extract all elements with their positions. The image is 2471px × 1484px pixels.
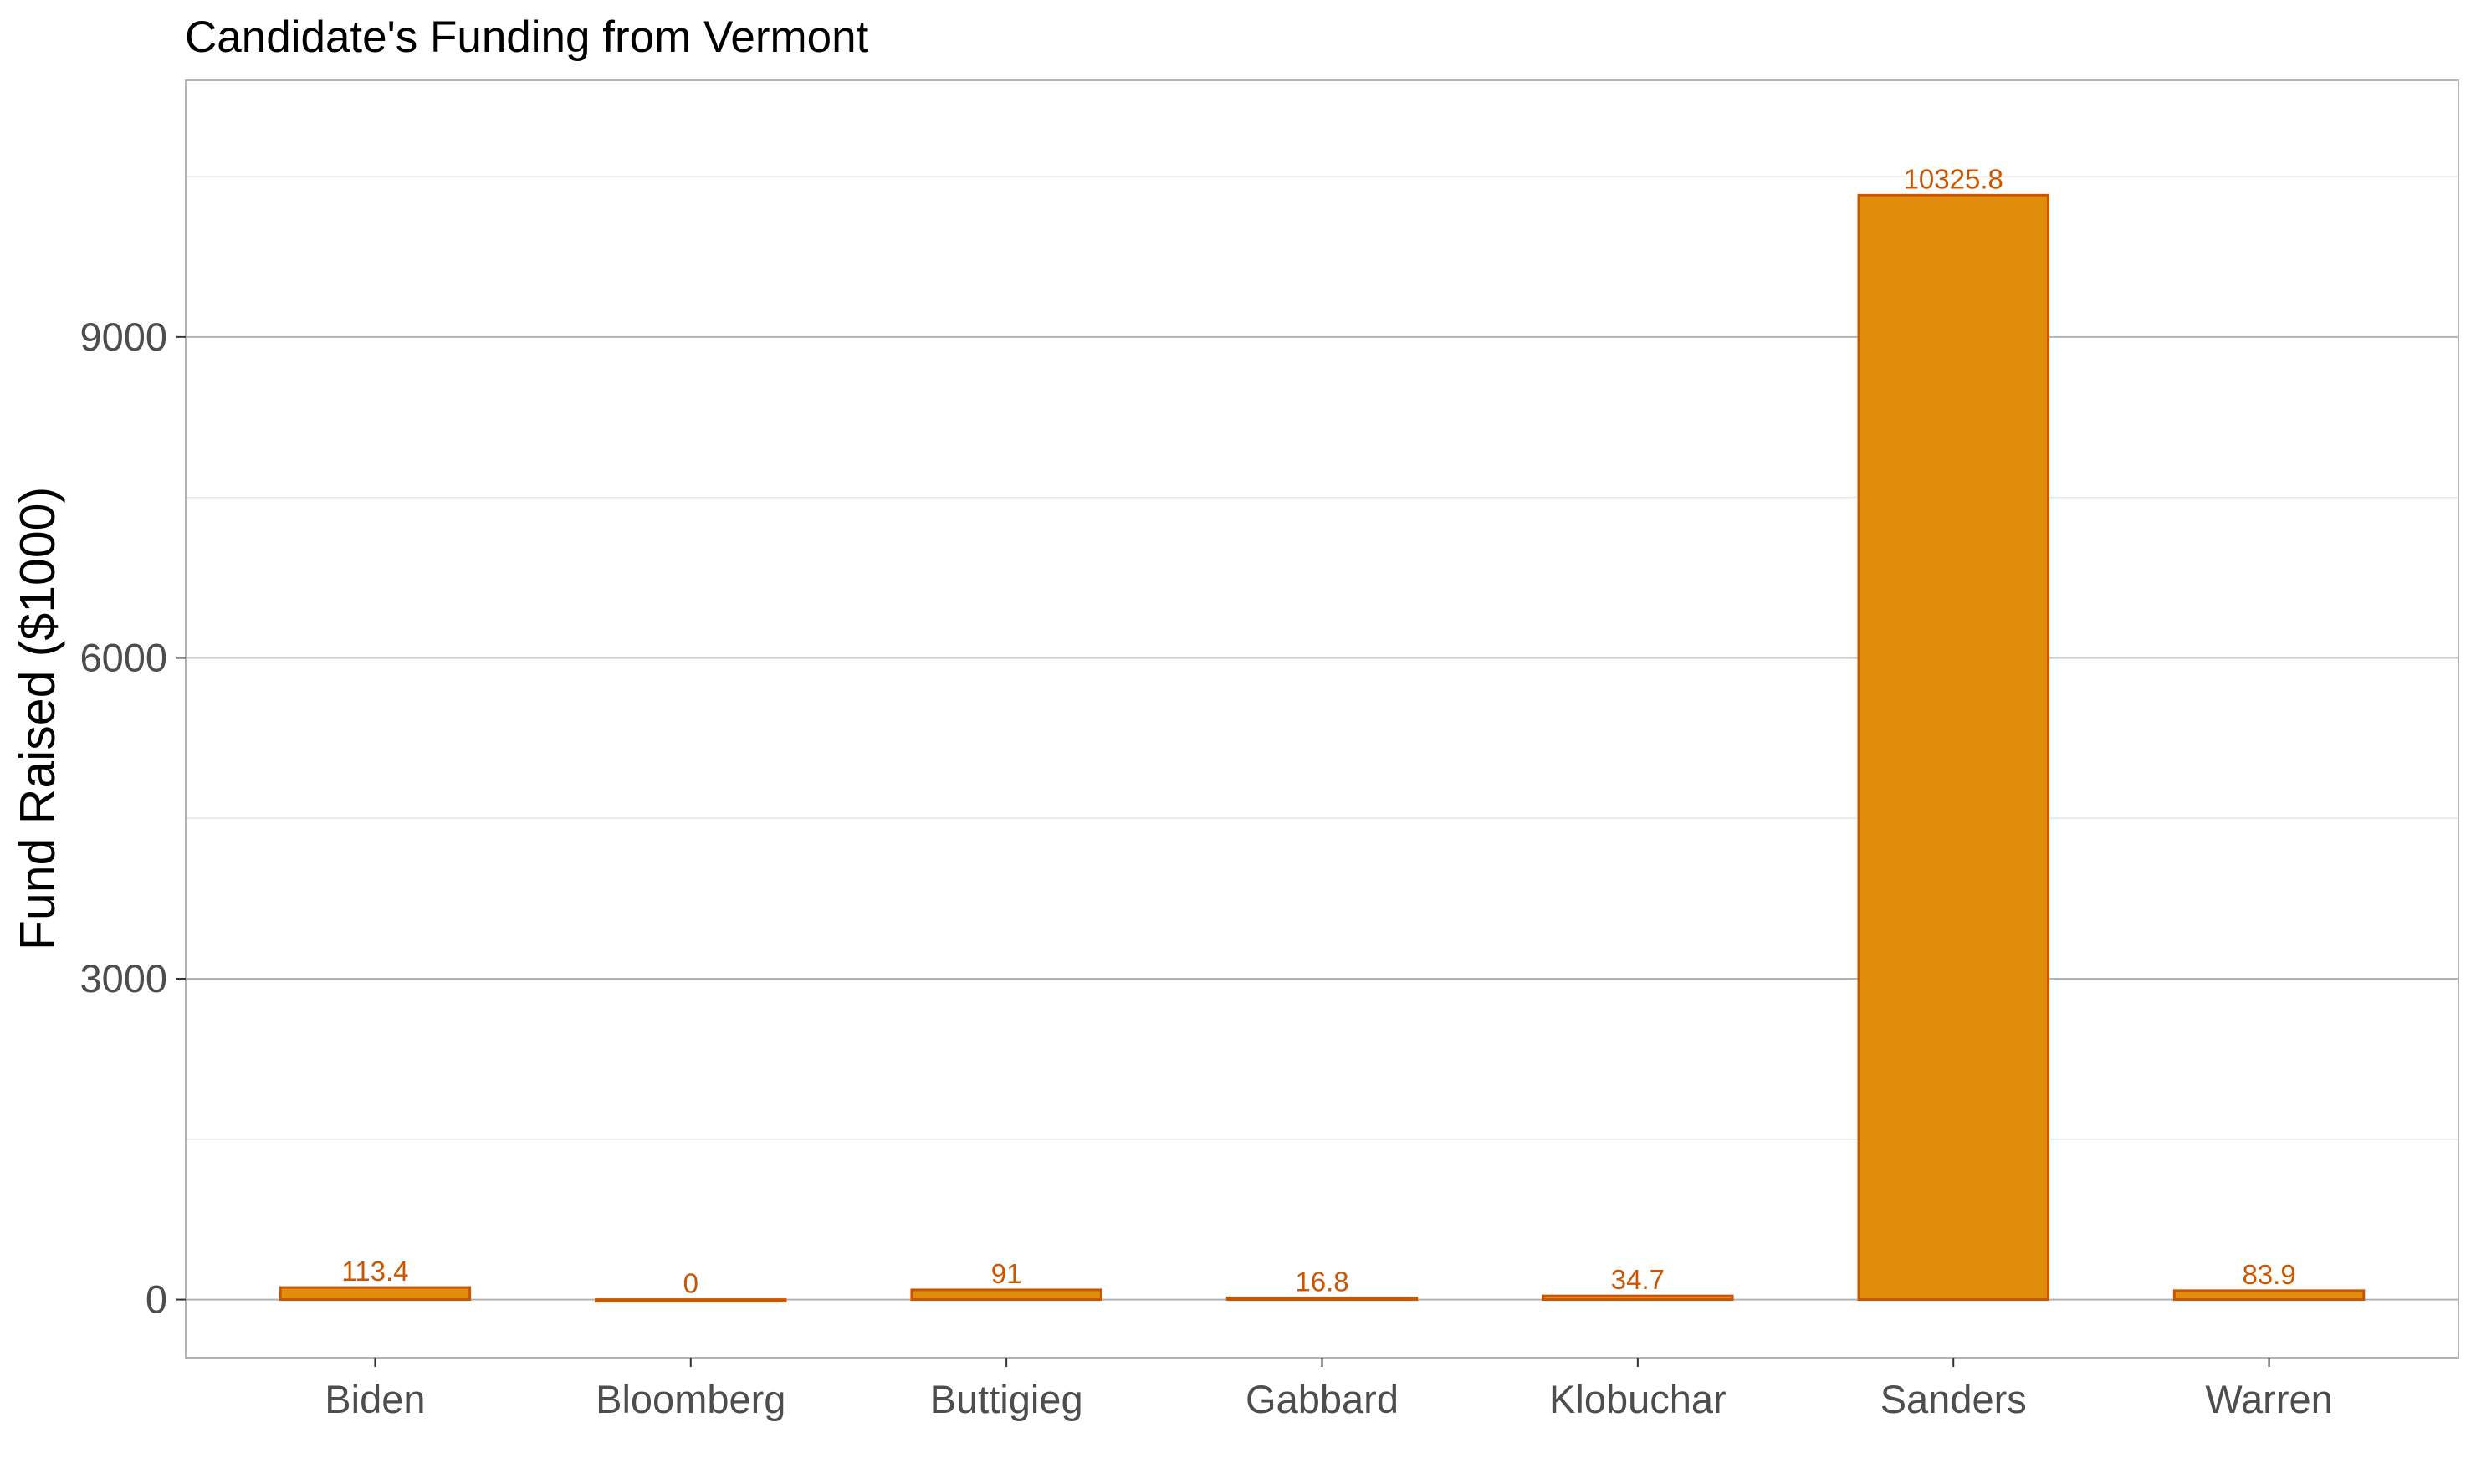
y-axis: 0 3000 6000 9000 (79, 315, 186, 1322)
x-axis: Biden Bloomberg Buttigieg Gabbard Klobuchar S… (325, 1358, 2333, 1421)
data-label: 113.4 (341, 1256, 408, 1287)
data-label: 83.9 (2242, 1259, 2295, 1290)
data-label: 10325.8 (1904, 163, 2003, 194)
y-tick-label: 6000 (79, 635, 167, 679)
x-tick-label: Sanders (1880, 1377, 2027, 1421)
bars (279, 193, 2366, 1303)
y-tick-label: 0 (146, 1277, 167, 1322)
x-tick-label: Warren (2205, 1377, 2332, 1421)
data-label: 16.8 (1295, 1266, 1348, 1297)
data-label: 0 (683, 1268, 698, 1299)
bar-sanders (1857, 193, 2049, 1302)
x-tick-label: Bloomberg (596, 1377, 785, 1421)
bar-warren (2172, 1289, 2366, 1302)
bar-biden (279, 1286, 472, 1302)
data-label: 91 (991, 1258, 1022, 1289)
data-label: 34.7 (1611, 1264, 1665, 1295)
grid-lines (186, 176, 2458, 1301)
y-axis-title: Fund Raised ($1000) (10, 487, 65, 950)
bar-bloomberg (595, 1298, 787, 1303)
y-tick-label: 9000 (79, 315, 167, 359)
x-tick-label: Klobuchar (1549, 1377, 1727, 1421)
data-labels: 113.4 0 91 16.8 34.7 10325.8 83.9 (341, 163, 2295, 1298)
x-tick-label: Biden (325, 1377, 425, 1421)
y-tick-label: 3000 (79, 956, 167, 1000)
bar-buttigieg (910, 1288, 1102, 1302)
bar-gabbard (1225, 1296, 1419, 1302)
panel-border (185, 79, 2459, 1359)
x-tick-label: Gabbard (1246, 1377, 1399, 1421)
x-tick-label: Buttigieg (930, 1377, 1083, 1421)
bar-klobuchar (1542, 1294, 1734, 1302)
chart-title: Candidate's Funding from Vermont (185, 13, 869, 62)
